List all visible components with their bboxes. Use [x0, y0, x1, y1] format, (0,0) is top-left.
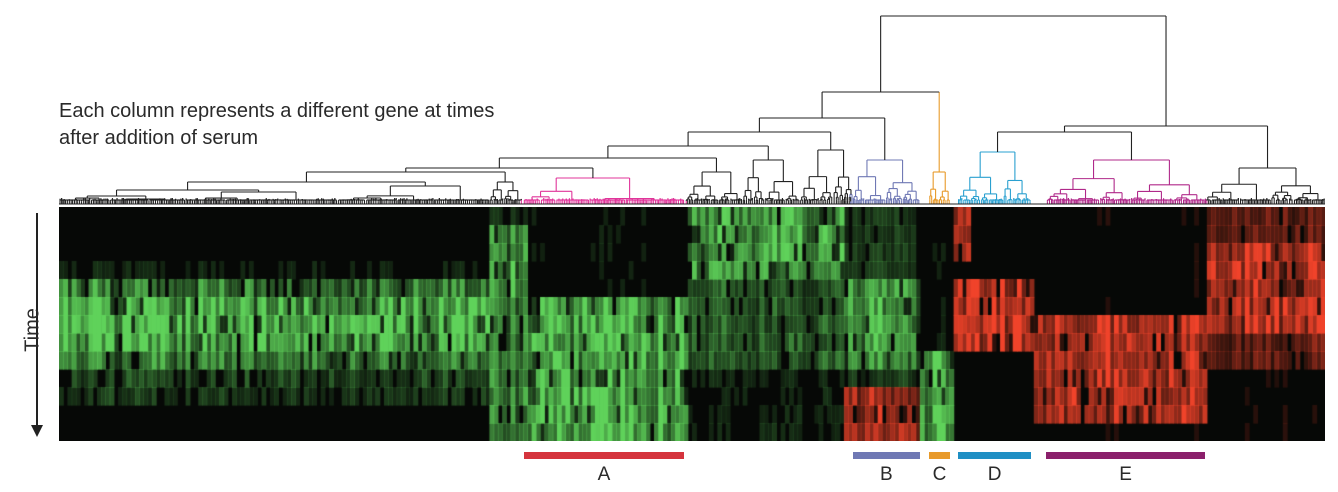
cluster-a-label: A: [597, 464, 611, 485]
cluster-d-bar: [957, 452, 1032, 459]
cluster-e-bar: [1046, 452, 1205, 459]
cluster-a-bar: [523, 452, 685, 459]
dendrogram: [59, 15, 1325, 205]
time-arrow-head: [31, 425, 43, 437]
cluster-b-label: B: [879, 464, 893, 485]
cluster-c-label: C: [932, 464, 947, 485]
expression-heatmap: [59, 207, 1325, 441]
figure-caption: Each column represents a different gene …: [59, 100, 495, 149]
cluster-e-label: E: [1119, 464, 1132, 485]
cluster-c-bar: [928, 452, 951, 459]
time-axis-label: Time: [21, 308, 44, 352]
time-axis: [31, 213, 43, 437]
cluster-b-bar: [852, 452, 920, 459]
cluster-d-label: D: [987, 464, 1002, 485]
